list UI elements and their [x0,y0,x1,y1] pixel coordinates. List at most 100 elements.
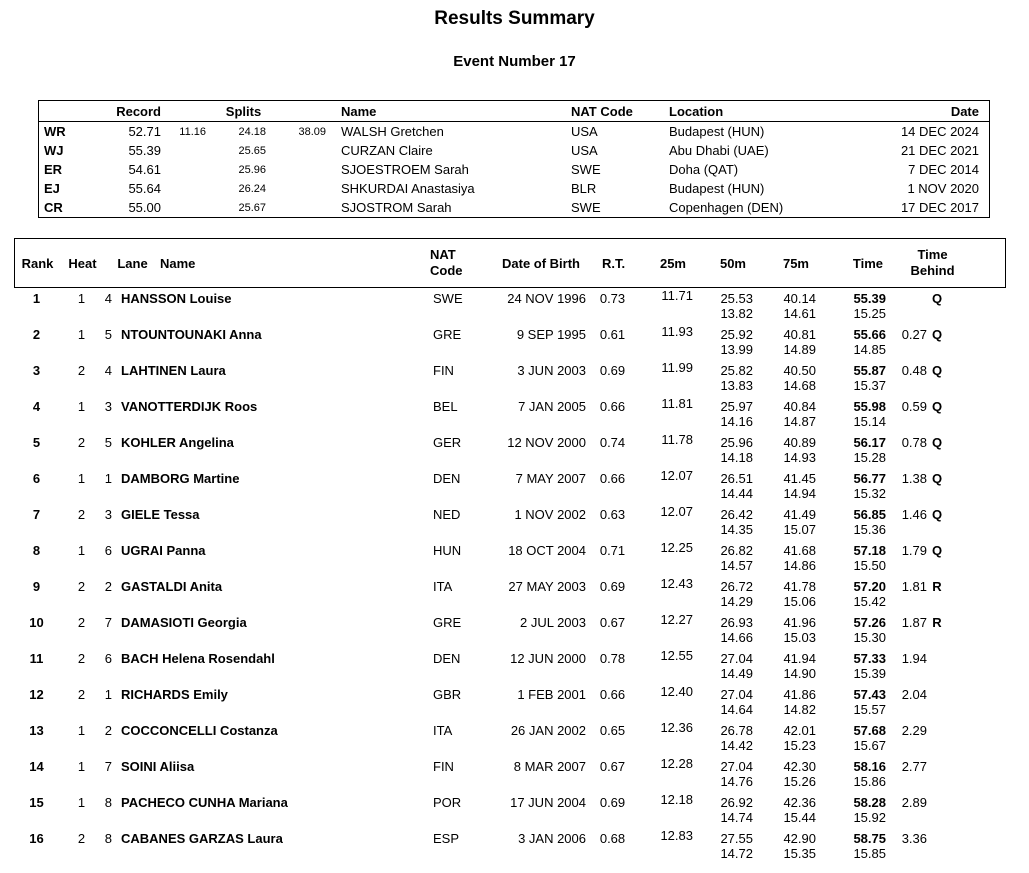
qualification-flag: Q [931,543,943,558]
lap-100m: 15.14 [853,414,886,429]
record-date: 14 DEC 2024 [900,124,979,139]
date-of-birth: 2 JUL 2003 [519,615,586,630]
qualification-flag: Q [931,363,943,378]
split-75m: 41.49 [783,507,816,522]
lap-75m: 15.03 [783,630,816,645]
result-rank: 6 [32,471,41,486]
record-holder-name: WALSH Gretchen [341,124,444,139]
result-lane: 7 [104,759,112,774]
swimmer-name: KOHLER Angelina [121,435,234,450]
time-behind: 1.81 [901,579,927,594]
results-table-header: Rank Heat Lane Name NAT Code Date of Bir… [14,238,1006,288]
results-header-time-behind: Time Behind [910,247,955,278]
record-time: 55.00 [128,200,161,215]
record-nat-code: SWE [571,200,601,215]
result-rank: 1 [32,291,41,306]
lap-100m: 15.32 [853,486,886,501]
results-header-name: Name [160,255,196,271]
time-behind: 0.78 [901,435,927,450]
date-of-birth: 7 JAN 2005 [518,399,586,414]
result-heat: 2 [77,507,86,522]
lap-50m: 14.57 [720,558,753,573]
record-tag: ER [44,162,63,177]
record-split-75m: 38.09 [298,125,326,138]
result-lane: 1 [104,471,112,486]
lap-100m: 15.92 [853,810,886,825]
split-50m: 25.53 [720,291,753,306]
swimmer-name: LAHTINEN Laura [121,363,226,378]
record-split-50m: 25.96 [238,163,266,176]
time-behind: 1.87 [901,615,927,630]
final-time: 56.77 [853,471,886,486]
lap-75m: 15.44 [783,810,816,825]
reaction-time: 0.78 [599,651,626,666]
time-behind: 0.48 [901,363,927,378]
date-of-birth: 12 JUN 2000 [510,651,586,666]
records-header-record: Record [116,103,161,119]
lap-100m: 15.85 [853,846,886,861]
record-holder-name: SJOSTROM Sarah [341,200,452,215]
lap-50m: 14.35 [720,522,753,537]
record-split-25m: 11.16 [179,125,206,138]
date-of-birth: 26 JAN 2002 [510,723,586,738]
time-behind: 0.59 [901,399,927,414]
record-split-50m: 25.65 [238,144,266,157]
split-50m: 25.97 [720,399,753,414]
swimmer-name: DAMBORG Martine [121,471,240,486]
swimmer-nat-code: FIN [433,759,454,774]
qualification-flag [927,759,947,774]
results-header-50m: 50m [719,255,746,271]
reaction-time: 0.61 [599,327,626,342]
result-heat: 2 [77,651,86,666]
swimmer-name: SOINI Aliisa [121,759,195,774]
qualification-flag: R [932,579,942,594]
record-date: 1 NOV 2020 [907,181,979,196]
result-row: 2 1 5 NTOUNTOUNAKI Anna GRE 9 SEP 1995 0.61 11.… [14,324,1006,360]
result-lane: 6 [104,651,112,666]
reaction-time: 0.73 [599,291,626,306]
date-of-birth: 12 NOV 2000 [507,435,586,450]
results-header-heat: Heat [68,255,97,271]
result-heat: 1 [77,543,86,558]
split-75m: 41.45 [783,471,816,486]
swimmer-name: NTOUNTOUNAKI Anna [121,327,262,342]
split-75m: 40.89 [783,435,816,450]
result-row: 15 1 8 PACHECO CUNHA Mariana POR 17 JUN 2004 0… [14,792,1006,828]
qualification-flag: Q [931,471,943,486]
records-header-location: Location [669,103,724,119]
lap-50m: 14.42 [720,738,753,753]
final-time: 55.98 [853,399,886,414]
split-25m: 12.07 [660,504,693,519]
time-behind: 1.94 [901,651,927,666]
split-75m: 40.81 [783,327,816,342]
records-header-name: Name [341,103,377,119]
record-split-50m: 25.67 [238,201,266,214]
record-split-50m: 26.24 [238,182,266,195]
record-tag: WJ [44,143,64,158]
lap-50m: 14.18 [720,450,753,465]
lap-100m: 15.39 [853,666,886,681]
result-lane: 3 [104,507,112,522]
qualification-flag: Q [931,327,943,342]
swimmer-name: HANSSON Louise [121,291,232,306]
split-25m: 12.28 [660,756,693,771]
date-of-birth: 8 MAR 2007 [513,759,586,774]
lap-50m: 13.82 [720,306,753,321]
split-25m: 12.40 [660,684,693,699]
lap-50m: 14.74 [720,810,753,825]
result-heat: 2 [77,831,86,846]
final-time: 55.39 [853,291,886,306]
lap-75m: 14.61 [783,306,816,321]
record-tag: EJ [44,181,60,196]
records-table: Record Splits Name NAT Code Location Dat… [38,100,990,218]
split-50m: 25.96 [720,435,753,450]
lap-50m: 14.72 [720,846,753,861]
lap-100m: 14.85 [853,342,886,357]
split-50m: 26.42 [720,507,753,522]
result-lane: 5 [104,435,112,450]
record-row: CR 55.00 25.67 SJOSTROM Sarah SWE Copenhagen … [39,198,989,217]
lap-75m: 14.90 [783,666,816,681]
split-50m: 27.04 [720,651,753,666]
results-header-rank: Rank [21,255,54,271]
time-behind: 2.89 [901,795,927,810]
